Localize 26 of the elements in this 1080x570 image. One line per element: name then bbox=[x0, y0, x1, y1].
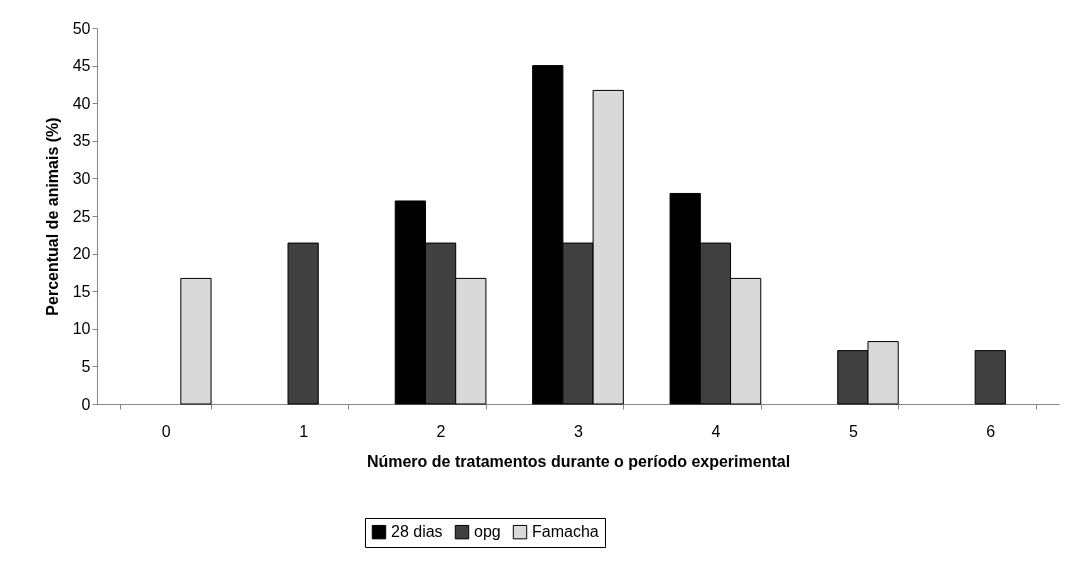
x-tick-label: 1 bbox=[299, 422, 309, 440]
x-tick-label: 2 bbox=[436, 422, 446, 440]
bar bbox=[180, 277, 212, 405]
y-tick-label: 5 bbox=[81, 357, 91, 375]
legend-label: 28 dias bbox=[391, 523, 443, 541]
y-tick-label: 25 bbox=[72, 207, 91, 225]
x-tick-label: 0 bbox=[161, 422, 171, 440]
x-tick-label: 6 bbox=[986, 422, 996, 440]
y-tick-label: 40 bbox=[72, 94, 91, 112]
y-tick-label: 35 bbox=[72, 132, 91, 150]
y-tick-label: 0 bbox=[81, 395, 91, 413]
bar bbox=[974, 350, 1006, 405]
y-tick-label: 10 bbox=[72, 320, 91, 338]
x-tick-label: 3 bbox=[574, 422, 584, 440]
x-tick-label: 5 bbox=[848, 422, 858, 440]
y-tick-label: 50 bbox=[72, 19, 91, 37]
y-tick-label: 15 bbox=[72, 282, 91, 300]
x-tick-label: 4 bbox=[711, 422, 721, 440]
bar bbox=[287, 242, 319, 405]
legend-label: opg bbox=[474, 523, 501, 541]
y-axis-title: Percentual de animais (%) bbox=[43, 117, 61, 316]
y-tick-label: 45 bbox=[72, 57, 91, 75]
y-tick-label: 30 bbox=[72, 169, 91, 187]
x-axis-title: Número de tratamentos durante o período experimental bbox=[366, 452, 791, 470]
legend-label: Famacha bbox=[532, 523, 599, 541]
y-tick-label: 20 bbox=[72, 245, 91, 263]
